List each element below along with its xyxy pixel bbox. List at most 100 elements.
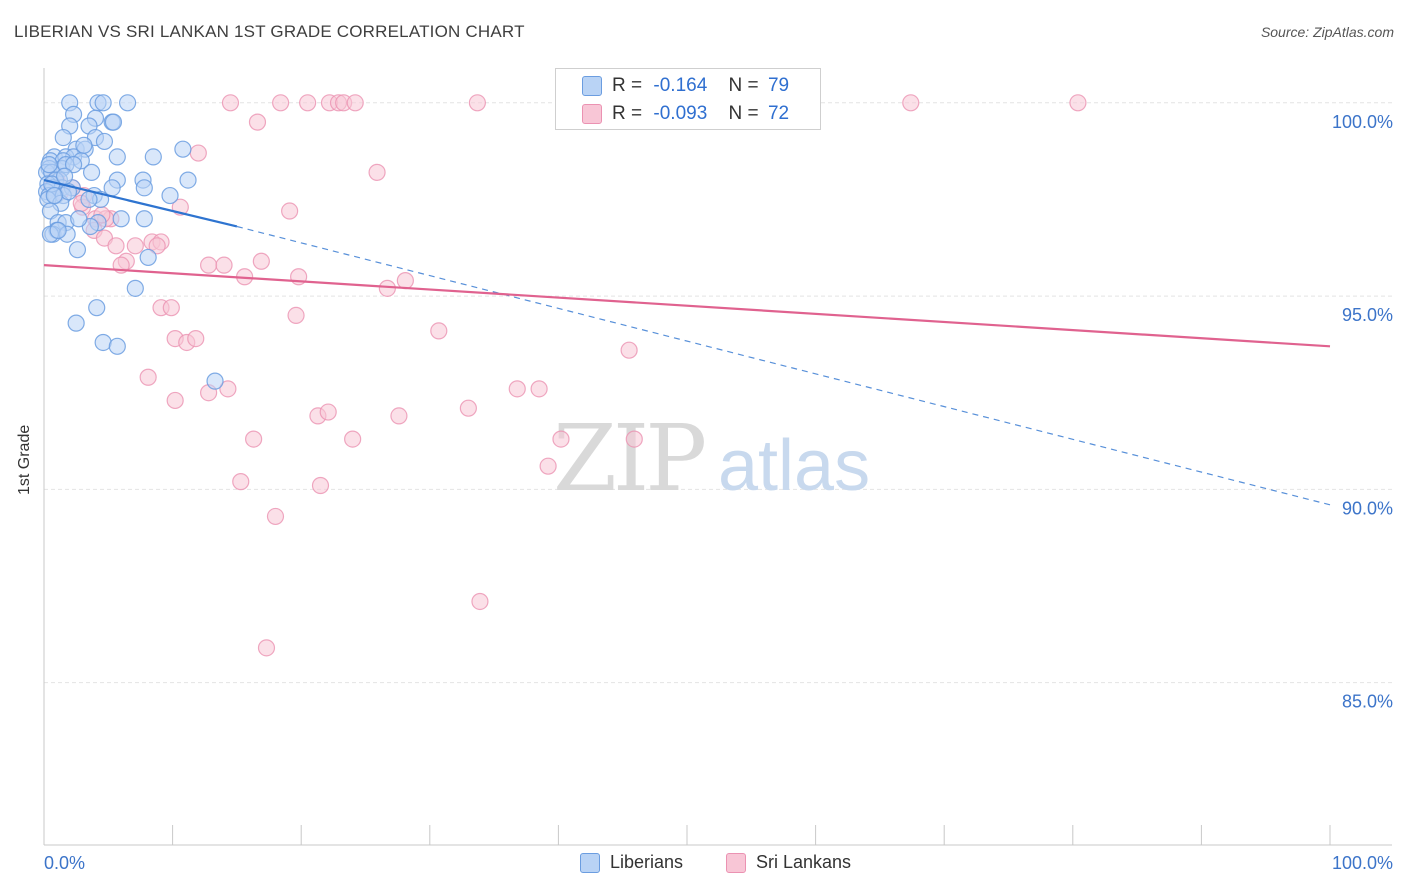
stats-legend: R = -0.164 N = 79 R = -0.093 N = 72: [555, 68, 821, 130]
sri-lankan-point: [539, 457, 557, 475]
liberian-point: [70, 210, 88, 228]
sri-lankan-trend: [43, 264, 1331, 348]
liberian-point: [179, 171, 197, 189]
liberians-r-value: -0.164: [653, 75, 708, 96]
liberian-point: [54, 128, 72, 147]
sri-lankan-point: [396, 272, 414, 290]
y-tick-label: 85.0%: [1342, 692, 1393, 712]
liberians-n-value: 79: [767, 75, 790, 96]
sri-lankan-point: [139, 368, 157, 386]
liberian-point: [139, 248, 157, 267]
liberian-point: [49, 221, 67, 239]
bottom-legend: Liberians Sri Lankans: [0, 852, 1406, 878]
liberian-point: [67, 314, 85, 332]
sri-lankan-point: [319, 403, 337, 421]
liberian-point: [64, 156, 83, 174]
sri-lankan-point: [344, 430, 362, 448]
liberian-trend-dashed: [236, 225, 1331, 506]
liberian-point: [55, 167, 74, 185]
x-tick-label-min: 0.0%: [44, 853, 85, 873]
liberian-point: [174, 140, 192, 158]
sri-lankans-swatch: [582, 104, 602, 124]
sri-lankans-stats-text: R = -0.093 N = 72: [612, 103, 790, 124]
sri-lankan-point: [902, 94, 920, 112]
sri-lankan-point: [148, 237, 166, 255]
liberian-points: [37, 94, 224, 390]
sri-lankan-point: [468, 94, 486, 112]
sri-lankan-point: [162, 299, 180, 317]
sri-lankan-point: [508, 380, 526, 398]
liberian-point: [144, 148, 162, 166]
liberian-point: [206, 372, 224, 390]
sri-lankan-point: [552, 430, 570, 448]
liberian-point: [95, 132, 114, 151]
source-label: Source: ZipAtlas.com: [1260, 24, 1394, 40]
trend-lines: [43, 179, 1331, 506]
sri-lankan-point: [200, 256, 218, 274]
sri-lankan-point: [430, 322, 448, 340]
sri-lankan-point: [299, 94, 317, 112]
sri-lankan-point: [248, 113, 267, 131]
sri-lankan-point: [287, 306, 305, 325]
chart-title: LIBERIAN VS SRI LANKAN 1ST GRADE CORRELA…: [14, 22, 525, 41]
axes: [43, 68, 1392, 846]
sri-lankan-point: [232, 473, 250, 491]
y-axis-label: 1st Grade: [16, 424, 33, 495]
sri-lankan-point: [530, 380, 548, 398]
sri-lankan-point: [266, 507, 285, 526]
liberians-swatch: [582, 76, 602, 96]
y-tick-label: 100.0%: [1332, 112, 1393, 132]
sri-lankan-point: [187, 329, 205, 348]
liberians-stats-text: R = -0.164 N = 79: [612, 75, 790, 96]
legend-item-sri-lankans[interactable]: Sri Lankans: [726, 852, 851, 873]
y-tick-label: 95.0%: [1342, 305, 1393, 325]
liberian-point: [135, 179, 153, 197]
tick-labels: 100.0% 95.0% 90.0% 85.0% 0.0% 100.0%: [44, 112, 1393, 873]
liberian-point: [75, 136, 93, 154]
sri-lankan-point: [471, 592, 489, 611]
sri-lankan-point: [189, 144, 207, 162]
legend-swatch-sri-lankans: [726, 852, 746, 873]
sri-lankan-point: [126, 237, 144, 255]
liberian-point: [82, 163, 101, 181]
liberian-point: [68, 241, 87, 259]
liberian-point: [45, 186, 63, 205]
sri-lankan-point: [107, 237, 125, 255]
legend-item-liberians[interactable]: Liberians: [580, 852, 683, 873]
legend-swatch-liberians: [580, 852, 600, 873]
liberian-point: [112, 210, 130, 228]
liberian-point: [40, 156, 58, 174]
sri-lankan-points: [43, 94, 1087, 657]
liberian-point: [108, 148, 126, 166]
sri-lankan-point: [272, 94, 290, 112]
liberian-point: [94, 333, 112, 352]
liberian-point: [80, 190, 98, 209]
sri-lankan-point: [620, 341, 638, 359]
liberian-point: [118, 94, 137, 112]
watermark: ZIP atlas: [553, 405, 870, 512]
sri-lankan-point: [257, 639, 276, 657]
sri-lankan-point: [219, 380, 237, 398]
gridlines: [44, 102, 1392, 684]
sri-lankan-point: [245, 430, 263, 448]
sri-lankans-r-value: -0.093: [653, 103, 708, 124]
sri-lankan-point: [221, 94, 240, 112]
liberian-point: [88, 299, 106, 317]
sri-lankan-point: [346, 94, 364, 112]
sri-lankan-point: [215, 256, 233, 274]
sri-lankan-point: [166, 391, 184, 410]
liberian-point: [161, 186, 179, 205]
sri-lankan-point: [459, 399, 477, 417]
y-tick-label: 90.0%: [1342, 498, 1393, 518]
liberian-point: [94, 94, 112, 112]
sri-lankan-point: [378, 279, 396, 297]
sri-lankan-point: [390, 407, 408, 425]
sri-lankan-point: [252, 252, 270, 270]
legend-label-liberians: Liberians: [610, 852, 684, 872]
sri-lankan-point: [311, 476, 330, 495]
legend-label-sri-lankans: Sri Lankans: [756, 852, 852, 872]
watermark-zip: ZIP: [553, 405, 704, 512]
liberian-point: [135, 210, 153, 228]
liberian-trend-solid: [43, 179, 238, 228]
